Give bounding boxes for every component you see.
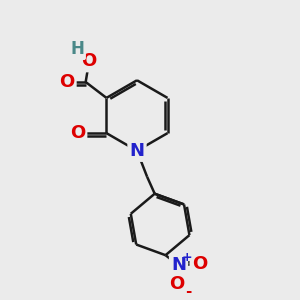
- Text: O: O: [70, 124, 85, 142]
- Text: O: O: [82, 52, 97, 70]
- Text: -: -: [185, 284, 191, 299]
- Text: O: O: [192, 255, 207, 273]
- Text: O: O: [59, 73, 74, 91]
- Text: +: +: [182, 251, 193, 264]
- Text: N: N: [130, 142, 145, 160]
- Text: O: O: [169, 275, 185, 293]
- Text: H: H: [70, 40, 84, 58]
- Text: N: N: [171, 256, 186, 274]
